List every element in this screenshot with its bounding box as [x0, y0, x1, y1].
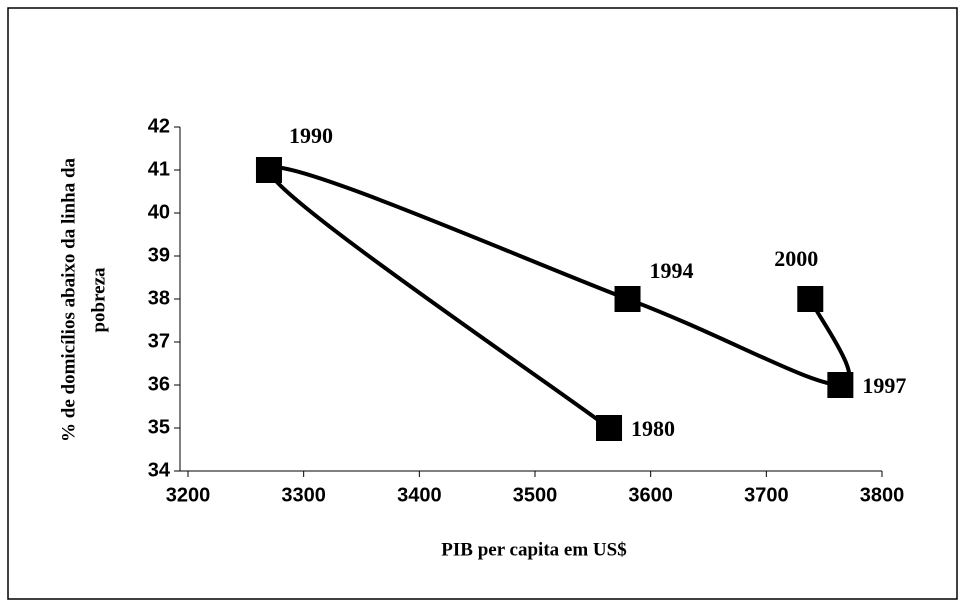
x-tick-label: 3300 [281, 484, 326, 506]
y-tick-label: 36 [148, 373, 170, 395]
y-tick-label: 39 [148, 244, 170, 266]
y-axis-title: % de domicílios abaixo da linha da [58, 158, 79, 443]
point-label: 1990 [289, 123, 333, 148]
y-tick-label: 35 [148, 416, 170, 438]
x-tick-label: 3700 [744, 484, 789, 506]
y-tick-label: 38 [148, 287, 170, 309]
point-label: 2000 [774, 246, 818, 271]
y-axis-title: pobreza [88, 267, 109, 333]
marker [827, 372, 854, 398]
x-tick-label: 3500 [513, 484, 558, 506]
x-axis-title: PIB per capita em US$ [441, 539, 626, 560]
y-tick-label: 42 [148, 115, 170, 137]
y-tick-label: 34 [148, 459, 171, 481]
point-label: 1980 [631, 416, 675, 441]
x-tick-label: 3600 [628, 484, 673, 506]
y-tick-label: 37 [148, 330, 170, 352]
marker [596, 415, 623, 441]
point-label: 1997 [862, 373, 906, 398]
point-label: 1994 [650, 258, 694, 283]
marker [797, 286, 824, 312]
y-tick-label: 40 [148, 201, 170, 223]
marker [255, 157, 282, 183]
marker [614, 286, 641, 312]
x-tick-label: 3400 [397, 484, 442, 506]
x-tick-label: 3200 [166, 484, 211, 506]
y-tick-label: 41 [148, 158, 170, 180]
x-tick-label: 3800 [860, 484, 905, 506]
